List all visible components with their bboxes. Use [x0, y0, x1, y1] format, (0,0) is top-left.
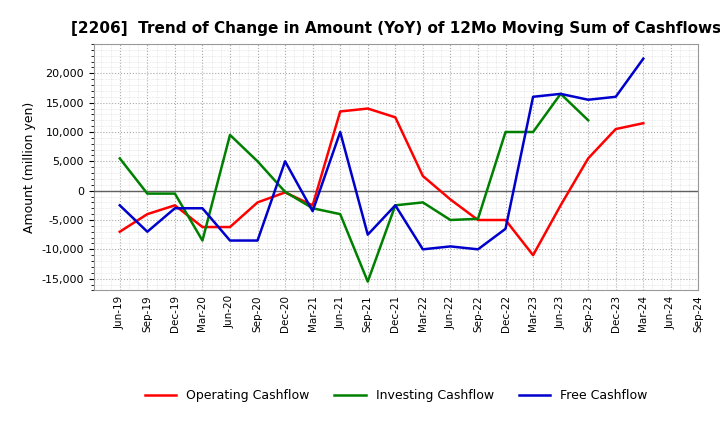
Investing Cashflow — [528, 129, 537, 135]
Legend: Operating Cashflow, Investing Cashflow, Free Cashflow: Operating Cashflow, Investing Cashflow, … — [140, 385, 652, 407]
Free Cashflow — [308, 209, 317, 214]
Free Cashflow — [639, 56, 647, 61]
Free Cashflow — [446, 244, 455, 249]
Operating Cashflow — [364, 106, 372, 111]
Free Cashflow — [418, 247, 427, 252]
Free Cashflow — [364, 232, 372, 237]
Free Cashflow — [557, 91, 565, 96]
Operating Cashflow — [281, 190, 289, 195]
Operating Cashflow — [253, 200, 262, 205]
Free Cashflow — [225, 238, 234, 243]
Free Cashflow — [143, 229, 152, 235]
Free Cashflow — [253, 238, 262, 243]
Free Cashflow — [611, 94, 620, 99]
Operating Cashflow — [639, 121, 647, 126]
Free Cashflow — [171, 205, 179, 211]
Free Cashflow — [336, 129, 345, 135]
Free Cashflow — [115, 203, 124, 208]
Investing Cashflow — [171, 191, 179, 196]
Investing Cashflow — [364, 279, 372, 284]
Operating Cashflow — [143, 212, 152, 217]
Operating Cashflow — [391, 115, 400, 120]
Investing Cashflow — [557, 91, 565, 96]
Investing Cashflow — [474, 216, 482, 221]
Operating Cashflow — [446, 197, 455, 202]
Y-axis label: Amount (million yen): Amount (million yen) — [23, 102, 36, 233]
Free Cashflow — [584, 97, 593, 103]
Free Cashflow — [474, 247, 482, 252]
Free Cashflow — [281, 159, 289, 164]
Line: Investing Cashflow: Investing Cashflow — [120, 94, 588, 282]
Free Cashflow — [528, 94, 537, 99]
Operating Cashflow — [474, 217, 482, 223]
Operating Cashflow — [611, 126, 620, 132]
Operating Cashflow — [528, 253, 537, 258]
Operating Cashflow — [308, 203, 317, 208]
Operating Cashflow — [418, 173, 427, 179]
Investing Cashflow — [308, 205, 317, 211]
Investing Cashflow — [225, 132, 234, 138]
Investing Cashflow — [253, 159, 262, 164]
Operating Cashflow — [336, 109, 345, 114]
Free Cashflow — [198, 205, 207, 211]
Investing Cashflow — [198, 238, 207, 243]
Investing Cashflow — [391, 203, 400, 208]
Operating Cashflow — [171, 203, 179, 208]
Operating Cashflow — [501, 217, 510, 223]
Investing Cashflow — [501, 129, 510, 135]
Investing Cashflow — [115, 156, 124, 161]
Title: [2206]  Trend of Change in Amount (YoY) of 12Mo Moving Sum of Cashflows: [2206] Trend of Change in Amount (YoY) o… — [71, 21, 720, 36]
Operating Cashflow — [198, 224, 207, 230]
Operating Cashflow — [225, 224, 234, 230]
Investing Cashflow — [446, 217, 455, 223]
Operating Cashflow — [584, 156, 593, 161]
Investing Cashflow — [143, 191, 152, 196]
Operating Cashflow — [557, 203, 565, 208]
Operating Cashflow — [115, 229, 124, 235]
Investing Cashflow — [418, 200, 427, 205]
Investing Cashflow — [336, 212, 345, 217]
Free Cashflow — [501, 226, 510, 231]
Line: Free Cashflow: Free Cashflow — [120, 59, 643, 249]
Investing Cashflow — [281, 189, 289, 194]
Free Cashflow — [391, 203, 400, 208]
Investing Cashflow — [584, 117, 593, 123]
Line: Operating Cashflow: Operating Cashflow — [120, 109, 643, 255]
